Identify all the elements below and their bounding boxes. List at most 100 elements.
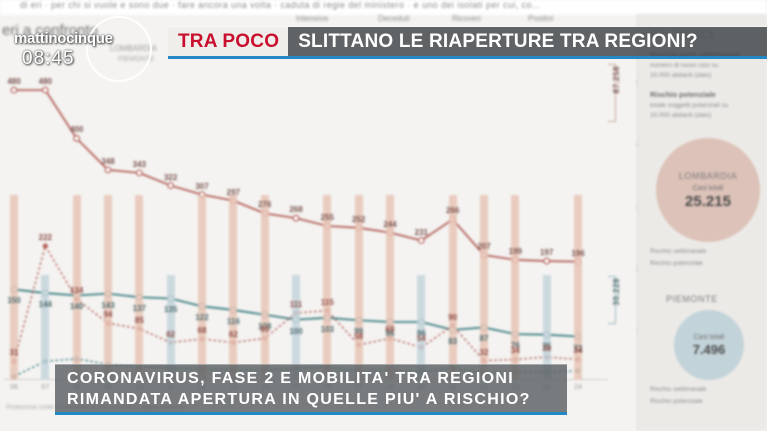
chart-point-label: 87 [479, 334, 489, 344]
column-header-deceduti: Deceduti [378, 14, 410, 23]
chart-point-label: 100 [289, 326, 303, 336]
top-strip-text: di eri · per chi si vuole e sono due · f… [20, 0, 541, 10]
chart-point-label: 196 [571, 248, 585, 258]
chart-bar [166, 275, 175, 380]
chart-point-label: 348 [101, 156, 115, 166]
piemonte-footnote-2: Rischio potenziale [650, 398, 703, 405]
chart-point-label: 276 [257, 200, 272, 210]
chart-point-label: 62 [166, 329, 176, 339]
chart-point [10, 86, 18, 94]
channel-logo: mattinocinque 08:45 [14, 16, 152, 82]
chart-bar [417, 275, 426, 380]
chart-point-label: 115 [320, 297, 334, 307]
chart-point [41, 86, 49, 94]
x-axis-label: 06 [10, 384, 18, 391]
lombardia-footnote-1: Rischio settimanale [650, 248, 707, 255]
chart-bar [198, 195, 206, 380]
lombardia-bubble: LOMBARDIA Casi totali 25.215 [656, 138, 760, 242]
chart-point-label: 108 [257, 321, 272, 331]
chart-plot-area: 480 480 400 348 343 322 307 297 276 268 255 252 244 2… [4, 60, 608, 391]
chart-point [167, 182, 175, 189]
chart-point-label: 150 [7, 296, 21, 306]
chart-bar [292, 275, 300, 380]
chart-bar [10, 195, 18, 380]
chart-point-label: 90 [448, 312, 458, 322]
callout-value-bottom: 30.228 [612, 278, 621, 306]
chart-point-label: 34 [573, 346, 583, 356]
chart-point-label: 207 [477, 242, 491, 251]
chart-bar [480, 195, 488, 380]
chart-point-label: 69 [260, 325, 270, 335]
index-heading-potenziale: Rischio potenziale [650, 90, 716, 99]
x-axis-label: 07 [41, 384, 50, 391]
chart-point-label: 68 [197, 325, 207, 335]
lower-third-line-1: CORONAVIRUS, FASE 2 E MOBILITA' TRA REGI… [67, 369, 514, 387]
piemonte-value: 7.496 [692, 341, 726, 357]
callout-brace-bottom [608, 276, 616, 324]
chart-point-label: 54 [416, 334, 426, 344]
index-desc-settimanale-2: 10.000 abitanti (dato) [650, 72, 712, 79]
region-card-lombardia[interactable]: LOMBARDIA Casi totali 25.215 Rischio set… [638, 130, 767, 280]
chart-point-label: 116 [226, 316, 240, 326]
chart-bar [104, 195, 112, 380]
chart-bar [574, 195, 582, 380]
chart-bar [72, 195, 81, 380]
chart-point-label: 343 [132, 159, 147, 169]
chart-point-label: 268 [289, 205, 303, 215]
chart-point-label: 83 [448, 336, 458, 346]
index-desc-settimanale-1: numero di nuovi casi su [650, 62, 719, 69]
chart-bar [135, 195, 144, 380]
index-desc-potenziale-1: totale soggetti potenziali su [650, 102, 729, 109]
chart-point [292, 214, 300, 222]
logo-name-part2: cinque [66, 30, 113, 47]
callout-value-top: 87.258 [612, 66, 621, 94]
chart-point-label: 111 [289, 299, 303, 309]
chart-point-label: 32 [479, 347, 489, 357]
chart-point-label: 244 [383, 219, 397, 229]
chart-point-label: 252 [351, 214, 366, 224]
chart-point-label: 34 [510, 346, 520, 356]
chart-point-label: 480 [7, 77, 21, 87]
top-banner: TRA POCO SLITTANO LE RIAPERTURE TRA REGI… [168, 26, 767, 57]
chart-point-label: 307 [195, 181, 209, 191]
piemonte-footnote-1: Rischio settimanale [650, 386, 707, 393]
chart-point-label: 400 [69, 125, 84, 135]
piemonte-name: PIEMONTE [666, 294, 718, 304]
piemonte-bubble: Casi totali 7.496 [674, 310, 744, 380]
chart-point-label: 255 [320, 213, 335, 223]
chart-point-label: 31 [9, 348, 19, 358]
chart-point-label: 144 [38, 300, 53, 310]
chart-point [73, 135, 81, 142]
chart-bar [386, 195, 394, 380]
chart-point [104, 166, 112, 174]
chart-point-label: 96 [416, 329, 426, 339]
chart-point-label: 266 [445, 206, 460, 216]
chart-point-label: 38 [542, 344, 552, 354]
logo-name-part1: mattino [14, 30, 67, 47]
chart-point-label: 140 [69, 302, 84, 312]
lombardia-caption: Casi totali [692, 184, 724, 192]
chart-point-label: 99 [354, 327, 364, 337]
chart-point-label: 75 [542, 341, 552, 351]
lombardia-footnote-2: Rischio potenziale [650, 260, 703, 267]
chart-point-label: 85 [134, 315, 144, 325]
lombardia-name: LOMBARDIA [678, 170, 738, 181]
lower-third-banner: CORONAVIRUS, FASE 2 E MOBILITA' TRA REGI… [55, 364, 567, 412]
chart-point [417, 237, 425, 244]
top-banner-highlight: TRA POCO [168, 27, 289, 57]
chart-point-label: 76 [510, 341, 520, 351]
chart-bar [260, 195, 269, 380]
chart-point-label: 94 [103, 310, 113, 320]
region-card-piemonte[interactable]: PIEMONTE Casi totali 7.496 Rischio setti… [638, 290, 767, 430]
clock-ring-icon [86, 16, 152, 82]
top-banner-headline: SLITTANO LE RIAPERTURE TRA REGIONI? [288, 27, 767, 57]
column-header-intensiva: Intensiva [296, 14, 329, 23]
chart-point-label: 322 [163, 172, 178, 182]
chart-bar [354, 195, 363, 380]
chart-point-label: 122 [195, 313, 209, 323]
callout-brace-top [608, 64, 616, 122]
chart-point-label: 143 [101, 300, 115, 310]
chart-point-label: 199 [508, 246, 523, 256]
lombardia-value: 25.215 [685, 192, 731, 210]
